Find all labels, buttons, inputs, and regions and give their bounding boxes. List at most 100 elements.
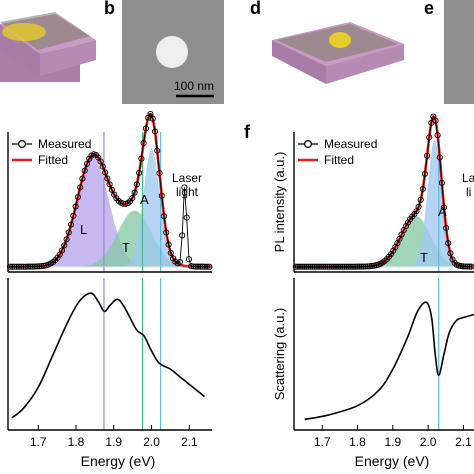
left-sc-x-axis-label: Energy (eV) [81,453,156,469]
panel-letter-f: f [244,122,251,142]
left-pl-measured-point-70 [165,241,172,248]
scale-bar-label-b: 100 nm [174,79,214,93]
left-pl-measured-point-83 [194,263,202,270]
f-pl-measured-point-61 [421,170,428,177]
left-pl-measured-point-82 [192,263,199,270]
left-pl-measured-point-3 [13,263,20,270]
f-pl-measured-point-7 [307,263,314,270]
f-pl-measured-point-68 [436,154,443,161]
f-pl-measured-point-25 [345,263,352,270]
left-pl-measured-point-67 [158,192,165,199]
f-pl-measured-point-73 [447,250,454,257]
left-sc-x-tick-label-3: 2.0 [143,435,160,449]
left-pl-measured-point-32 [79,175,86,182]
f-pl-measured-point-5 [303,263,310,270]
f-pl-measured-point-45 [388,250,395,258]
left-pl-measured-point-88 [206,263,213,270]
f-pl-y-axis-label: PL intensity (a.u.) [272,152,287,253]
left-pl-measured-point-77 [181,184,188,191]
left-pl-measured-point-54 [129,195,136,202]
f-sc-x-tick-label-1: 1.8 [349,435,366,449]
f-pl-measured-point-27 [349,263,356,270]
f-sc-x-tick-label-4: 2.1 [455,435,472,449]
f-pl-legend-measured-label: Measured [324,137,377,151]
left-pl-measured-point-41 [99,163,106,170]
f-pl-measured-point-80 [462,263,469,270]
f-pl-measured-point-6 [305,263,312,270]
f-pl-measured-point-78 [457,263,464,270]
panel-letter-d: d [250,0,261,18]
f-pl-measured-point-79 [460,263,467,270]
left-pl-measured-point-1 [9,263,16,270]
left-pl-measured-point-11 [31,263,38,270]
left-pl-peak-label-A: A [140,192,149,207]
left-pl-measured-point-45 [108,186,115,193]
left-pl-measured-point-14 [38,263,45,270]
f-sc-x-tick-label-2: 1.9 [384,435,401,449]
left-pl-measured-line [9,113,210,268]
f-pl-measured-point-66 [432,117,439,124]
left-pl-measured-point-76 [179,232,186,239]
f-pl-measured-point-71 [443,224,450,232]
left-pl-measured-point-84 [197,263,204,270]
f-pl-measured-point-18 [330,263,337,270]
f-pl-measured-point-60 [419,185,426,193]
left-sc-x-tick-label-0: 1.7 [30,435,47,449]
left-pl-measured-point-57 [136,169,143,176]
left-pl-measured-point-26 [65,229,72,236]
left-pl-measured-point-42 [102,169,109,176]
left-pl-measured-point-44 [106,181,113,188]
left-pl-measured-point-10 [29,263,36,270]
f-pl-measured-point-24 [343,263,350,270]
left-pl-measured-point-66 [156,170,163,177]
f-sc-x-axis-label: Energy (eV) [355,453,430,469]
f-pl-legend-measured-marker [304,140,313,149]
f-pl-measured-point-31 [358,263,365,270]
left-pl-measured-point-56 [133,181,140,188]
substrate-front-right [326,44,404,84]
f-pl-measured-point-30 [356,263,363,270]
left-pl-measured-point-65 [154,147,161,154]
f-pl-measured-point-12 [318,263,325,270]
left-pl-measured-point-8 [24,263,32,270]
f-pl-measured-point-81 [464,263,471,270]
left-pl-measured-point-7 [22,263,29,270]
f-pl-peak-A-fill [294,140,474,267]
f-pl-measured-point-82 [466,263,473,270]
left-pl-measured-point-60 [142,125,149,132]
left-pl-measured-point-34 [83,160,91,167]
f-pl-measured-point-15 [324,263,331,270]
left-pl-measured-point-75 [176,258,183,266]
sem-particle-b [156,36,188,68]
left-pl-annotation-line-2: light [176,185,199,199]
f-pl-measured-point-59 [417,196,424,203]
left-pl-measured-point-9 [27,263,34,270]
left-pl-measured-point-4 [15,263,23,270]
f-pl-measured-point-26 [347,263,354,270]
left-pl-measured-point-50 [120,200,127,207]
left-pl-measured-point-13 [36,263,43,270]
f-pl-measured-point-32 [360,263,367,270]
f-pl-measured-point-72 [445,240,452,247]
left-pl-measured-point-27 [68,221,75,228]
left-pl-measured-point-0 [6,263,13,270]
left-scattering-plot: 1.7 1.8 1.9 2.0 2.1 Energy (eV) [7,278,212,469]
gold-nanoparticle-right [329,32,351,48]
left-pl-measured-point-31 [77,184,84,191]
f-pl-measured-point-23 [341,263,348,270]
panel-letter-b: b [104,0,115,18]
left-pl-measured-point-71 [167,249,174,256]
f-pl-measured-point-58 [415,203,422,210]
left-pl-measured-point-25 [63,236,70,243]
f-pl-measured-point-20 [335,263,342,270]
left-pl-measured-point-55 [131,189,138,196]
left-pl-measured-point-29 [72,203,79,210]
left-pl-measured-point-64 [151,128,159,135]
left-pl-measured-point-15 [40,262,47,269]
left-sc-x-tick-label-1: 1.8 [68,435,85,449]
f-pl-measured-point-19 [332,263,340,270]
f-pl-measured-point-33 [362,263,369,270]
f-pl-measured-point-83 [468,263,474,270]
